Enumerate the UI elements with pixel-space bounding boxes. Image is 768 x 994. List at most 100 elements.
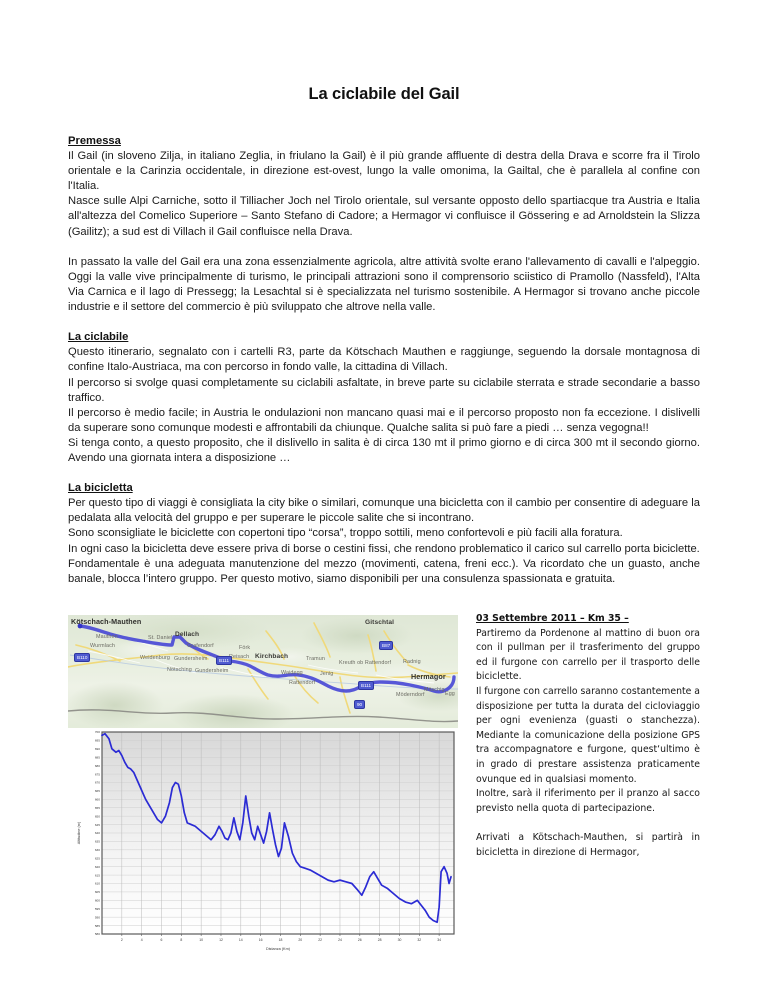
paragraph: Il percorso si svolge quasi completament…: [68, 376, 700, 404]
svg-text:22: 22: [318, 938, 322, 942]
svg-text:690: 690: [95, 747, 100, 751]
svg-text:680: 680: [95, 764, 100, 768]
svg-text:34: 34: [437, 938, 441, 942]
road-shield-b111-west: B111: [216, 656, 233, 665]
svg-text:10: 10: [199, 938, 203, 942]
svg-text:18: 18: [279, 938, 283, 942]
paragraph: In passato la valle del Gail era una zon…: [68, 255, 700, 314]
day-panel-heading: 03 Settembre 2011 – Km 35 –: [476, 613, 629, 624]
road-shield-b110: B110: [74, 653, 91, 662]
map-label-kirchbach: Kirchbach: [255, 653, 289, 660]
svg-text:20: 20: [298, 938, 302, 942]
svg-text:24: 24: [338, 938, 342, 942]
day-panel-paragraph: Partiremo da Pordenone al mattino di buo…: [476, 627, 700, 683]
svg-text:28: 28: [378, 938, 382, 942]
svg-text:645: 645: [95, 823, 100, 827]
document-body: Premessa Il Gail (in sloveno Zilja, in i…: [68, 134, 700, 587]
paragraph: Per questo tipo di viaggi è consigliata …: [68, 497, 700, 525]
svg-text:16: 16: [259, 938, 263, 942]
svg-text:4: 4: [141, 938, 143, 942]
svg-text:610: 610: [95, 882, 100, 886]
paragraph: Fondamentale è una adeguata manutenzione…: [68, 557, 700, 585]
day-panel-paragraph: Il furgone con carrello saranno costante…: [476, 685, 700, 785]
map-label-radnig: Radnig: [403, 659, 421, 665]
map-label-st-daniel: St. Daniel: [148, 635, 173, 641]
svg-text:14: 14: [239, 938, 243, 942]
paragraph: Si tenga conto, a questo proposito, che …: [68, 436, 700, 464]
svg-text:12: 12: [219, 938, 223, 942]
svg-text:630: 630: [95, 848, 100, 852]
map-label-moderndorf: Möderndorf: [396, 692, 425, 698]
svg-text:585: 585: [95, 924, 100, 928]
svg-text:2: 2: [121, 938, 123, 942]
road-shield-90: 90: [354, 700, 366, 709]
svg-text:635: 635: [95, 840, 100, 844]
map-label-fork: Förk: [239, 645, 251, 651]
map-label-hermagor: Hermagor: [411, 672, 446, 681]
svg-text:8: 8: [180, 938, 182, 942]
svg-text:590: 590: [95, 915, 100, 919]
svg-text:595: 595: [95, 907, 100, 911]
section-la-bicicletta: La bicicletta Per questo tipo di viaggi …: [68, 481, 700, 587]
day-description-panel: 03 Settembre 2011 – Km 35 – Partiremo da…: [476, 612, 700, 860]
map-label-gundersheim-south: Gundersheim: [195, 668, 229, 674]
map-label-kreuth-ob-rattendorf: Kreuth ob Rattendorf: [339, 660, 392, 666]
lower-content-area: Kötschach-Mauthen Dellach Kirchbach Herm…: [68, 612, 700, 982]
paragraph: In ogni caso la bicicletta deve essere p…: [68, 542, 700, 555]
section-heading: La bicicletta: [68, 482, 133, 495]
paragraph: Questo itinerario, segnalato con i carte…: [68, 346, 700, 374]
route-figure: Kötschach-Mauthen Dellach Kirchbach Herm…: [68, 612, 458, 972]
map-label-gitschtal: Gitschtal: [365, 619, 395, 626]
map-label-mauthen: Mauthen: [96, 634, 118, 640]
map-label-dellach: Dellach: [175, 631, 200, 638]
day-panel-paragraph: Inoltre, sarà il riferimento per il pran…: [476, 788, 700, 814]
route-map[interactable]: Kötschach-Mauthen Dellach Kirchbach Herm…: [68, 615, 458, 731]
svg-text:700: 700: [95, 730, 100, 734]
map-label-grafendorf: Grafendorf: [187, 643, 214, 649]
svg-text:30: 30: [398, 938, 402, 942]
map-label-reisach: Reisach: [229, 654, 250, 660]
map-label-rattendorf: Rattendorf: [289, 680, 316, 686]
svg-text:685: 685: [95, 755, 100, 759]
svg-text:32: 32: [417, 938, 421, 942]
svg-text:625: 625: [95, 856, 100, 860]
svg-text:660: 660: [95, 798, 100, 802]
paragraph-spacer: [68, 240, 700, 255]
elevation-profile-chart: 580 585 590 595 600 605 610 615 620 625 630 635 640 6…: [68, 728, 458, 972]
paragraph: Il percorso è medio facile; in Austria l…: [68, 406, 700, 434]
map-label-notsching: Nötsching: [167, 667, 192, 673]
map-vector-overlay: [68, 622, 458, 723]
elevation-series-line: [101, 732, 452, 924]
map-label-jenig: Jenig: [320, 671, 334, 677]
map-label-mitschig: Mitschig: [424, 687, 445, 693]
map-label-gundersheim-north: Gundersheim: [174, 656, 208, 662]
section-heading: La ciclabile: [68, 331, 129, 344]
svg-text:600: 600: [95, 899, 100, 903]
map-label-kotschach-mauthen: Kötschach-Mauthen: [71, 617, 142, 626]
day-panel-spacer: [476, 816, 700, 831]
map-label-waidegg: Waidegg: [281, 670, 303, 676]
page-title: La ciclabile del Gail: [308, 85, 460, 103]
chart-y-axis-label: Altitudine (m): [77, 821, 81, 844]
svg-text:580: 580: [95, 932, 100, 936]
road-shield-b87: B87: [379, 641, 394, 650]
section-la-ciclabile: La ciclabile Questo itinerario, segnalat…: [68, 330, 700, 466]
map-label-egg: Egg: [445, 691, 455, 697]
chart-x-axis-label: Distanza (Km): [266, 947, 291, 951]
svg-text:26: 26: [358, 938, 362, 942]
svg-text:605: 605: [95, 890, 100, 894]
map-label-wurmlach: Wurmlach: [90, 643, 115, 649]
svg-text:675: 675: [95, 772, 100, 776]
svg-text:640: 640: [95, 831, 100, 835]
svg-text:650: 650: [95, 814, 100, 818]
svg-text:620: 620: [95, 865, 100, 869]
day-panel-paragraph: Arrivati a Kötschach-Mauthen, si partirà…: [476, 831, 700, 858]
elevation-chart-svg: 5805855905956006056106156206256306356406…: [77, 730, 455, 951]
svg-text:695: 695: [95, 739, 100, 743]
svg-text:6: 6: [161, 938, 163, 942]
section-spacer: [68, 466, 700, 481]
paragraph: Nasce sulle Alpi Carniche, sotto il Till…: [68, 195, 700, 238]
svg-text:615: 615: [95, 873, 100, 877]
paragraph: Il Gail (in sloveno Zilja, in italiano Z…: [68, 150, 700, 193]
